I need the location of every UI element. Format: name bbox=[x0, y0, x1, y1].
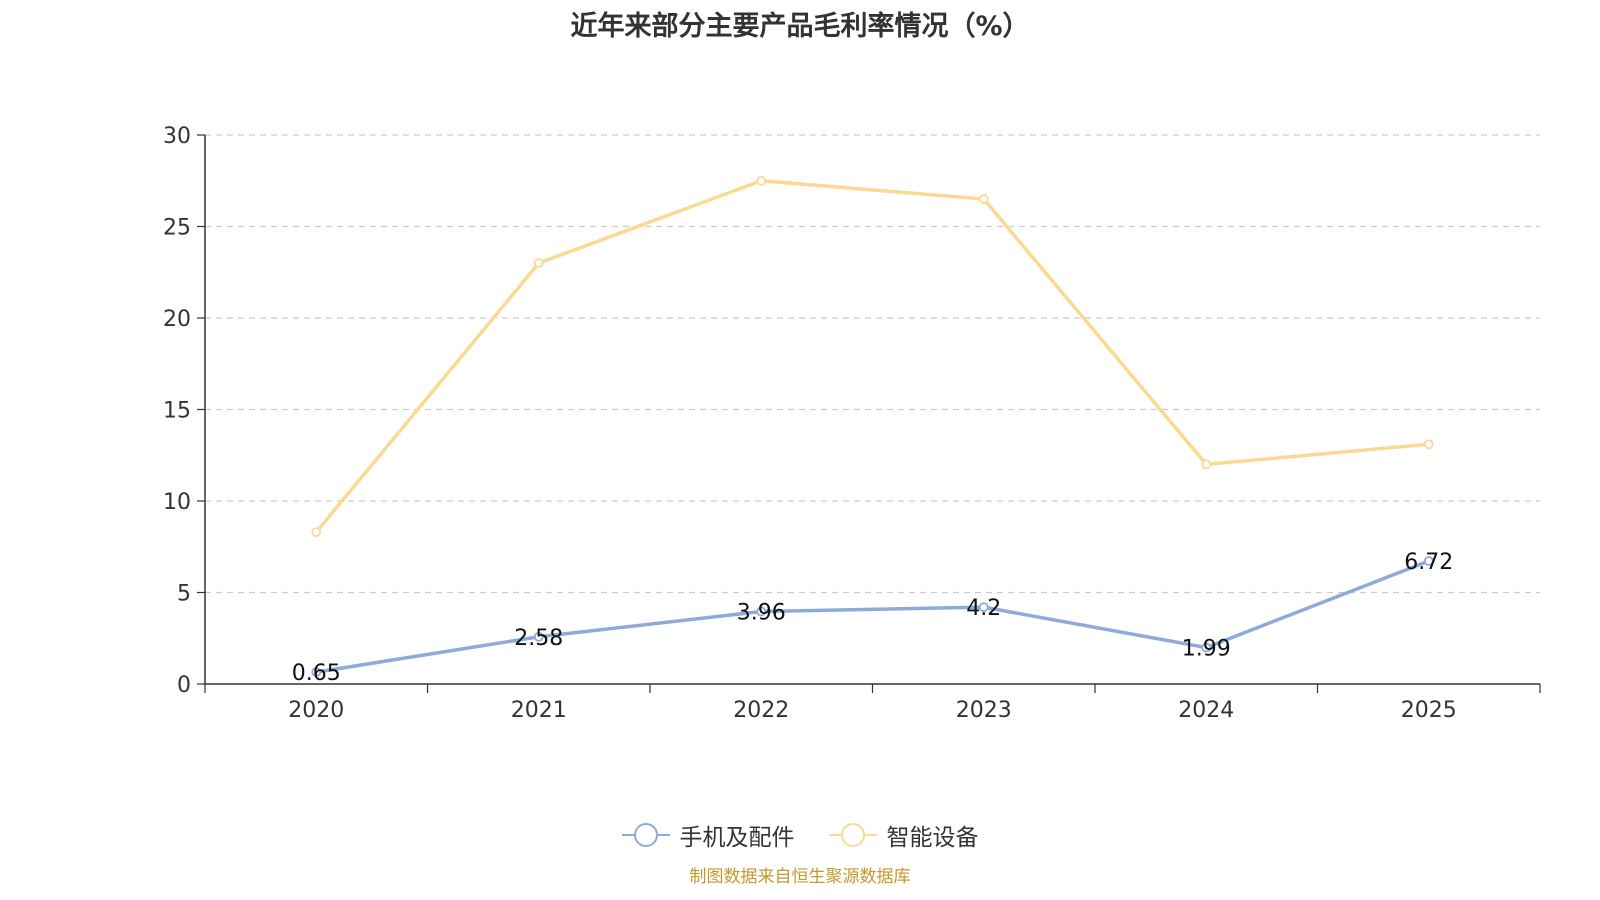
legend-item-phone-accessories[interactable]: 手机及配件 bbox=[621, 818, 795, 852]
point-s1-2022 bbox=[756, 175, 767, 186]
legend-item-smart-devices[interactable]: 智能设备 bbox=[828, 818, 979, 852]
point-s1-2020 bbox=[311, 527, 322, 538]
point-s0-2022 bbox=[756, 606, 767, 617]
x-tick-label-2023: 2023 bbox=[956, 698, 1012, 723]
data-label-s0-2024: 1.99 bbox=[1182, 637, 1231, 662]
legend: 手机及配件 智能设备 bbox=[0, 818, 1600, 852]
y-tick-label-25: 25 bbox=[163, 216, 191, 241]
y-tick-label-10: 10 bbox=[163, 490, 191, 515]
source-note: 制图数据来自恒生聚源数据库 bbox=[689, 867, 911, 887]
data-label-s0-2025: 6.72 bbox=[1404, 550, 1453, 575]
y-tick-label-20: 20 bbox=[163, 307, 191, 332]
x-tick-label-2020: 2020 bbox=[288, 698, 344, 723]
point-s1-2023 bbox=[978, 194, 989, 204]
point-s0-2025 bbox=[1423, 556, 1434, 566]
series-line-1 bbox=[314, 179, 1429, 534]
point-s1-2025 bbox=[1423, 439, 1434, 450]
y-tick-label-5: 5 bbox=[177, 582, 191, 607]
point-s0-2024 bbox=[1201, 642, 1212, 653]
point-s0-2021 bbox=[533, 631, 544, 642]
series-line-0 bbox=[315, 559, 1430, 674]
legend-swatch-phone-accessories bbox=[621, 823, 670, 847]
legend-swatch-smart-devices bbox=[828, 823, 877, 847]
x-tick-label-2025: 2025 bbox=[1401, 698, 1457, 723]
legend-label-phone-accessories: 手机及配件 bbox=[679, 825, 795, 851]
point-s0-2023 bbox=[978, 602, 989, 613]
chart-title: 近年来部分主要产品毛利率情况（%） bbox=[570, 11, 1030, 42]
x-tick-label-2022: 2022 bbox=[733, 698, 789, 723]
x-tick-label-2021: 2021 bbox=[511, 698, 567, 723]
data-label-s0-2022: 3.96 bbox=[737, 601, 786, 626]
data-label-s0-2020: 0.65 bbox=[292, 661, 341, 686]
series-lines bbox=[311, 175, 1434, 678]
point-s1-2021 bbox=[533, 258, 544, 269]
x-tick-label-2024: 2024 bbox=[1178, 698, 1234, 723]
legend-label-smart-devices: 智能设备 bbox=[886, 825, 979, 851]
data-labels: 0.65 2.58 3.96 4.2 1.99 6.72 bbox=[292, 550, 1453, 686]
data-label-s0-2023: 4.2 bbox=[966, 596, 1001, 621]
grid-lines bbox=[205, 134, 1540, 594]
y-tick-label-30: 30 bbox=[163, 124, 191, 149]
y-tick-label-15: 15 bbox=[163, 399, 191, 424]
point-s0-2020 bbox=[311, 667, 322, 678]
data-label-s0-2021: 2.58 bbox=[514, 626, 563, 651]
y-tick-label-0: 0 bbox=[177, 673, 191, 698]
point-s1-2024 bbox=[1201, 459, 1212, 470]
